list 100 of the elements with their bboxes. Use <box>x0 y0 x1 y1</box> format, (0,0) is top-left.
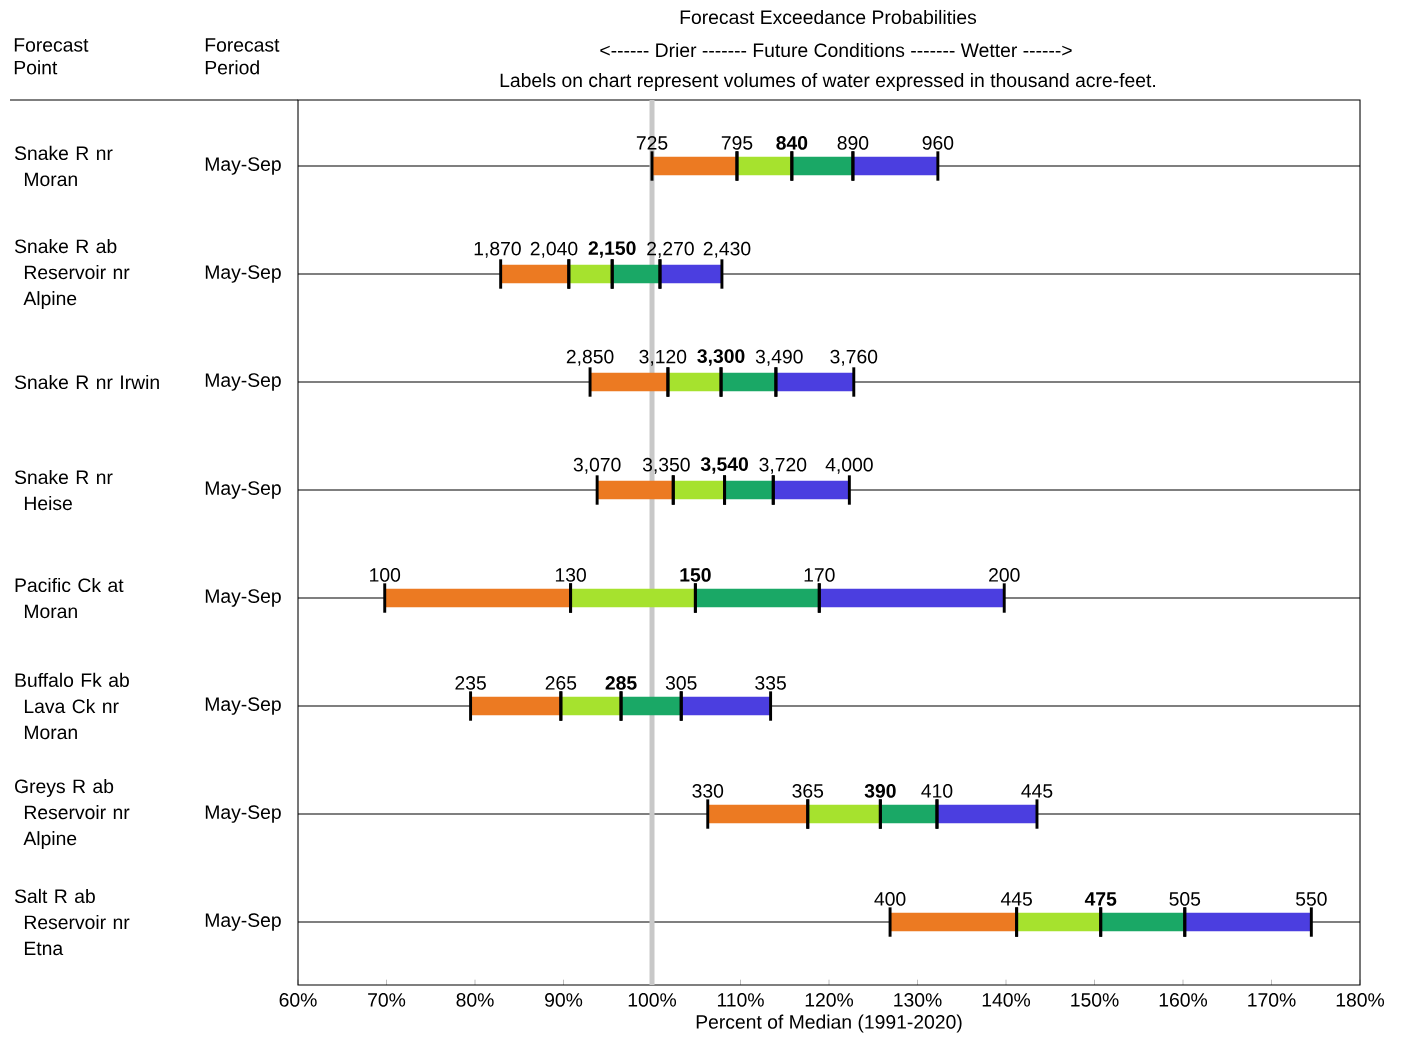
bar <box>775 372 854 392</box>
annotation: 2,850 <box>566 349 614 366</box>
y-tick-label: Buffalo Fk ab Lava Ck nr Moran <box>15 672 129 740</box>
bar <box>695 588 820 608</box>
bar <box>590 372 668 392</box>
annotation: 2,150 <box>588 241 636 258</box>
x-tick-label: 120% <box>805 993 854 1007</box>
bar <box>681 696 771 716</box>
annotation: 3,070 <box>573 457 621 474</box>
annotation: 410 <box>921 784 953 798</box>
y-tick-label: Snake R nr Moran <box>14 145 113 187</box>
bar <box>819 588 1005 608</box>
annotation: 130 <box>555 568 586 582</box>
annotation: 150 <box>680 568 711 582</box>
annotation: 445 <box>1000 892 1032 906</box>
x-tick-label: 60% <box>279 993 317 1007</box>
x-tick-label: 130% <box>894 993 942 1007</box>
bar <box>1100 912 1185 932</box>
annotation: 3,120 <box>639 349 687 366</box>
annotation: 840 <box>776 136 808 150</box>
annotation: 3,760 <box>830 349 878 366</box>
y-tick-label: Snake R ab Reservoir nr Alpine <box>14 238 130 310</box>
annotation: 305 <box>665 676 697 690</box>
x-axis-title: Percent of Median (1991-2020) <box>696 1014 962 1033</box>
bar <box>724 480 774 500</box>
bar <box>736 156 792 176</box>
annotation: 3,300 <box>697 349 745 366</box>
x-tick-label: 90% <box>545 993 583 1007</box>
bar <box>659 264 722 284</box>
y-tick-label: Snake R nr Irwin <box>14 374 159 390</box>
y-tick-label: Greys R ab Reservoir nr Alpine <box>15 778 130 850</box>
annotation: 285 <box>605 676 637 690</box>
y-tick-label: Snake R nr Heise <box>14 469 113 511</box>
bar <box>852 156 938 176</box>
text: Forecast Period <box>205 38 280 75</box>
text: May-Sep <box>205 589 281 607</box>
text: May-Sep <box>205 913 281 931</box>
bar <box>880 804 937 824</box>
bar <box>568 264 613 284</box>
annotation: 3,720 <box>759 457 807 474</box>
annotation: 890 <box>837 136 869 150</box>
bar <box>807 804 881 824</box>
bar <box>673 480 725 500</box>
annotation: 365 <box>792 784 824 798</box>
annotation: 330 <box>692 784 724 798</box>
bar <box>1184 912 1312 932</box>
text: Labels on chart represent volumes of water expressed in thousand acre-feet. <box>500 72 1155 92</box>
annotation: 3,540 <box>700 457 748 474</box>
x-tick-label: 150% <box>1071 993 1119 1007</box>
x-tick-label: 70% <box>368 993 406 1007</box>
annotation: 200 <box>989 568 1020 582</box>
x-tick-label: 140% <box>982 993 1031 1007</box>
text: May-Sep <box>205 265 281 283</box>
chart-subtitle: <------ Drier ------- Future Conditions ------- Wetter ------> <box>600 42 1072 58</box>
bar <box>384 588 571 608</box>
bar <box>773 480 850 500</box>
annotation: 2,270 <box>647 241 694 258</box>
bar <box>500 264 569 284</box>
annotation: 725 <box>636 136 668 150</box>
annotation: 505 <box>1169 892 1201 906</box>
bar <box>597 480 674 500</box>
text: May-Sep <box>205 805 281 823</box>
text: May-Sep <box>205 373 281 391</box>
bar <box>570 588 696 608</box>
bar <box>612 264 660 284</box>
annotation: 100 <box>370 568 401 582</box>
annotation: 550 <box>1295 892 1327 906</box>
annotation: 265 <box>545 676 577 690</box>
annotation: 2,430 <box>703 241 751 258</box>
bar <box>621 696 682 716</box>
annotation: 3,490 <box>755 349 803 366</box>
text: May-Sep <box>205 157 281 175</box>
annotation: 1,870 <box>474 241 521 258</box>
annotation: 390 <box>864 784 896 798</box>
bar <box>470 696 561 716</box>
bar <box>560 696 622 716</box>
annotation: 960 <box>922 136 954 150</box>
annotation: 4,000 <box>825 457 873 474</box>
annotation: 335 <box>755 676 786 690</box>
x-tick-label: 110% <box>717 993 764 1007</box>
x-tick-label: 170% <box>1248 993 1296 1007</box>
annotation: 795 <box>721 136 753 150</box>
x-tick-label: 180% <box>1336 993 1385 1007</box>
y-tick-label: Pacific Ck at Moran <box>15 577 124 619</box>
chart-title: Forecast Exceedance Probabilities <box>680 9 977 25</box>
text: Forecast Point <box>14 38 89 75</box>
annotation: 475 <box>1084 892 1117 906</box>
bar <box>1016 912 1101 932</box>
text: May-Sep <box>205 697 281 715</box>
annotation: 3,350 <box>642 457 690 474</box>
annotation: 400 <box>874 892 906 906</box>
y-tick-label: Salt R ab Reservoir nr Etna <box>14 888 130 956</box>
bar <box>890 912 1017 932</box>
annotation: 170 <box>804 568 835 582</box>
x-tick-label: 160% <box>1159 993 1208 1007</box>
annotation: 235 <box>455 676 486 690</box>
x-tick-label: 100% <box>628 993 677 1007</box>
bar <box>707 804 808 824</box>
x-tick-label: 80% <box>456 993 494 1007</box>
bar <box>791 156 853 176</box>
